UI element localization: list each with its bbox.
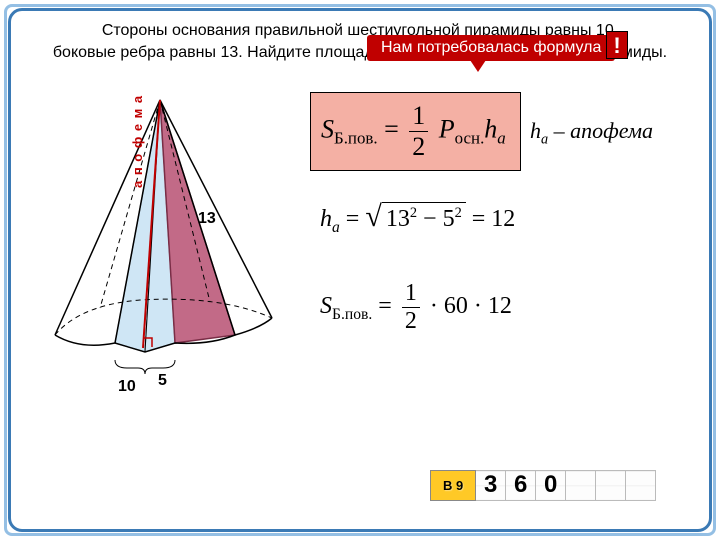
sqrt-body: 132 − 52: [382, 202, 466, 233]
label-half-5: 5: [158, 372, 167, 390]
calc-s-eq: =: [372, 293, 398, 319]
calc-s-dot2: ·: [468, 293, 488, 319]
calc-h-eq1: =: [340, 206, 366, 232]
exclamation-badge: !: [606, 31, 628, 59]
answer-cell-6[interactable]: [626, 470, 656, 501]
formula-num: 1: [409, 101, 428, 132]
formula-eq: =: [384, 114, 399, 143]
formula-callout: Нам потребовалась формула: [367, 35, 615, 61]
answer-row: В 9 3 6 0: [430, 470, 656, 501]
label-edge-13: 13: [198, 210, 216, 228]
calc-s-b: 12: [488, 293, 512, 319]
rad-minus: −: [417, 206, 443, 232]
calc-s-den: 2: [402, 308, 420, 335]
calc-h-eq2: = 12: [466, 206, 516, 232]
apofema-note: ha – апофема: [530, 118, 653, 148]
calc-s-sub: Б.пов.: [332, 306, 372, 323]
answer-cell-2[interactable]: 6: [506, 470, 536, 501]
rad-a-exp: 2: [410, 205, 417, 221]
formula-frac: 1 2: [409, 101, 428, 162]
calc-s-sym: S: [320, 293, 332, 319]
apofema-dash: –: [548, 118, 570, 143]
apofema-word: апофема: [570, 118, 653, 143]
answer-cell-3[interactable]: 0: [536, 470, 566, 501]
calc-h-sym: h: [320, 206, 332, 232]
sqrt-icon: √: [365, 200, 381, 233]
calc-s-dot1: ·: [424, 293, 444, 319]
calc-h-sub: a: [332, 219, 340, 236]
answer-cell-5[interactable]: [596, 470, 626, 501]
rad-a: 13: [386, 206, 410, 232]
formula-S-sub: Б.пов.: [334, 129, 378, 148]
calc-s-a: 60: [444, 293, 468, 319]
calc-s-num: 1: [402, 280, 420, 308]
formula-h: h: [484, 114, 497, 143]
formula-box: SБ.пов. = 1 2 Pосн.ha: [310, 92, 521, 171]
formula-P: P: [439, 114, 455, 143]
calc-s: SБ.пов. = 12 · 60 · 12: [320, 280, 512, 335]
calc-h: ha = √132 − 52 = 12: [320, 200, 515, 237]
formula-h-sub: a: [497, 129, 505, 148]
apofema-h: h: [530, 118, 541, 143]
answer-cell-1[interactable]: 3: [476, 470, 506, 501]
pyramid-diagram: [20, 90, 310, 390]
exclamation-char: !: [613, 33, 620, 58]
formula-S: S: [321, 114, 334, 143]
rad-b: 5: [443, 206, 455, 232]
label-apofema-vertical: а п о ф е м а: [130, 95, 145, 188]
callout-tail-icon: [470, 60, 486, 72]
answer-cell-4[interactable]: [566, 470, 596, 501]
calc-s-frac: 12: [402, 280, 420, 335]
rad-b-exp: 2: [455, 205, 462, 221]
formula-den: 2: [409, 132, 428, 162]
label-base-10: 10: [118, 378, 136, 396]
answer-label: В 9: [430, 470, 476, 501]
formula-P-sub: осн.: [455, 129, 485, 148]
callout-text: Нам потребовалась формула: [381, 39, 601, 56]
